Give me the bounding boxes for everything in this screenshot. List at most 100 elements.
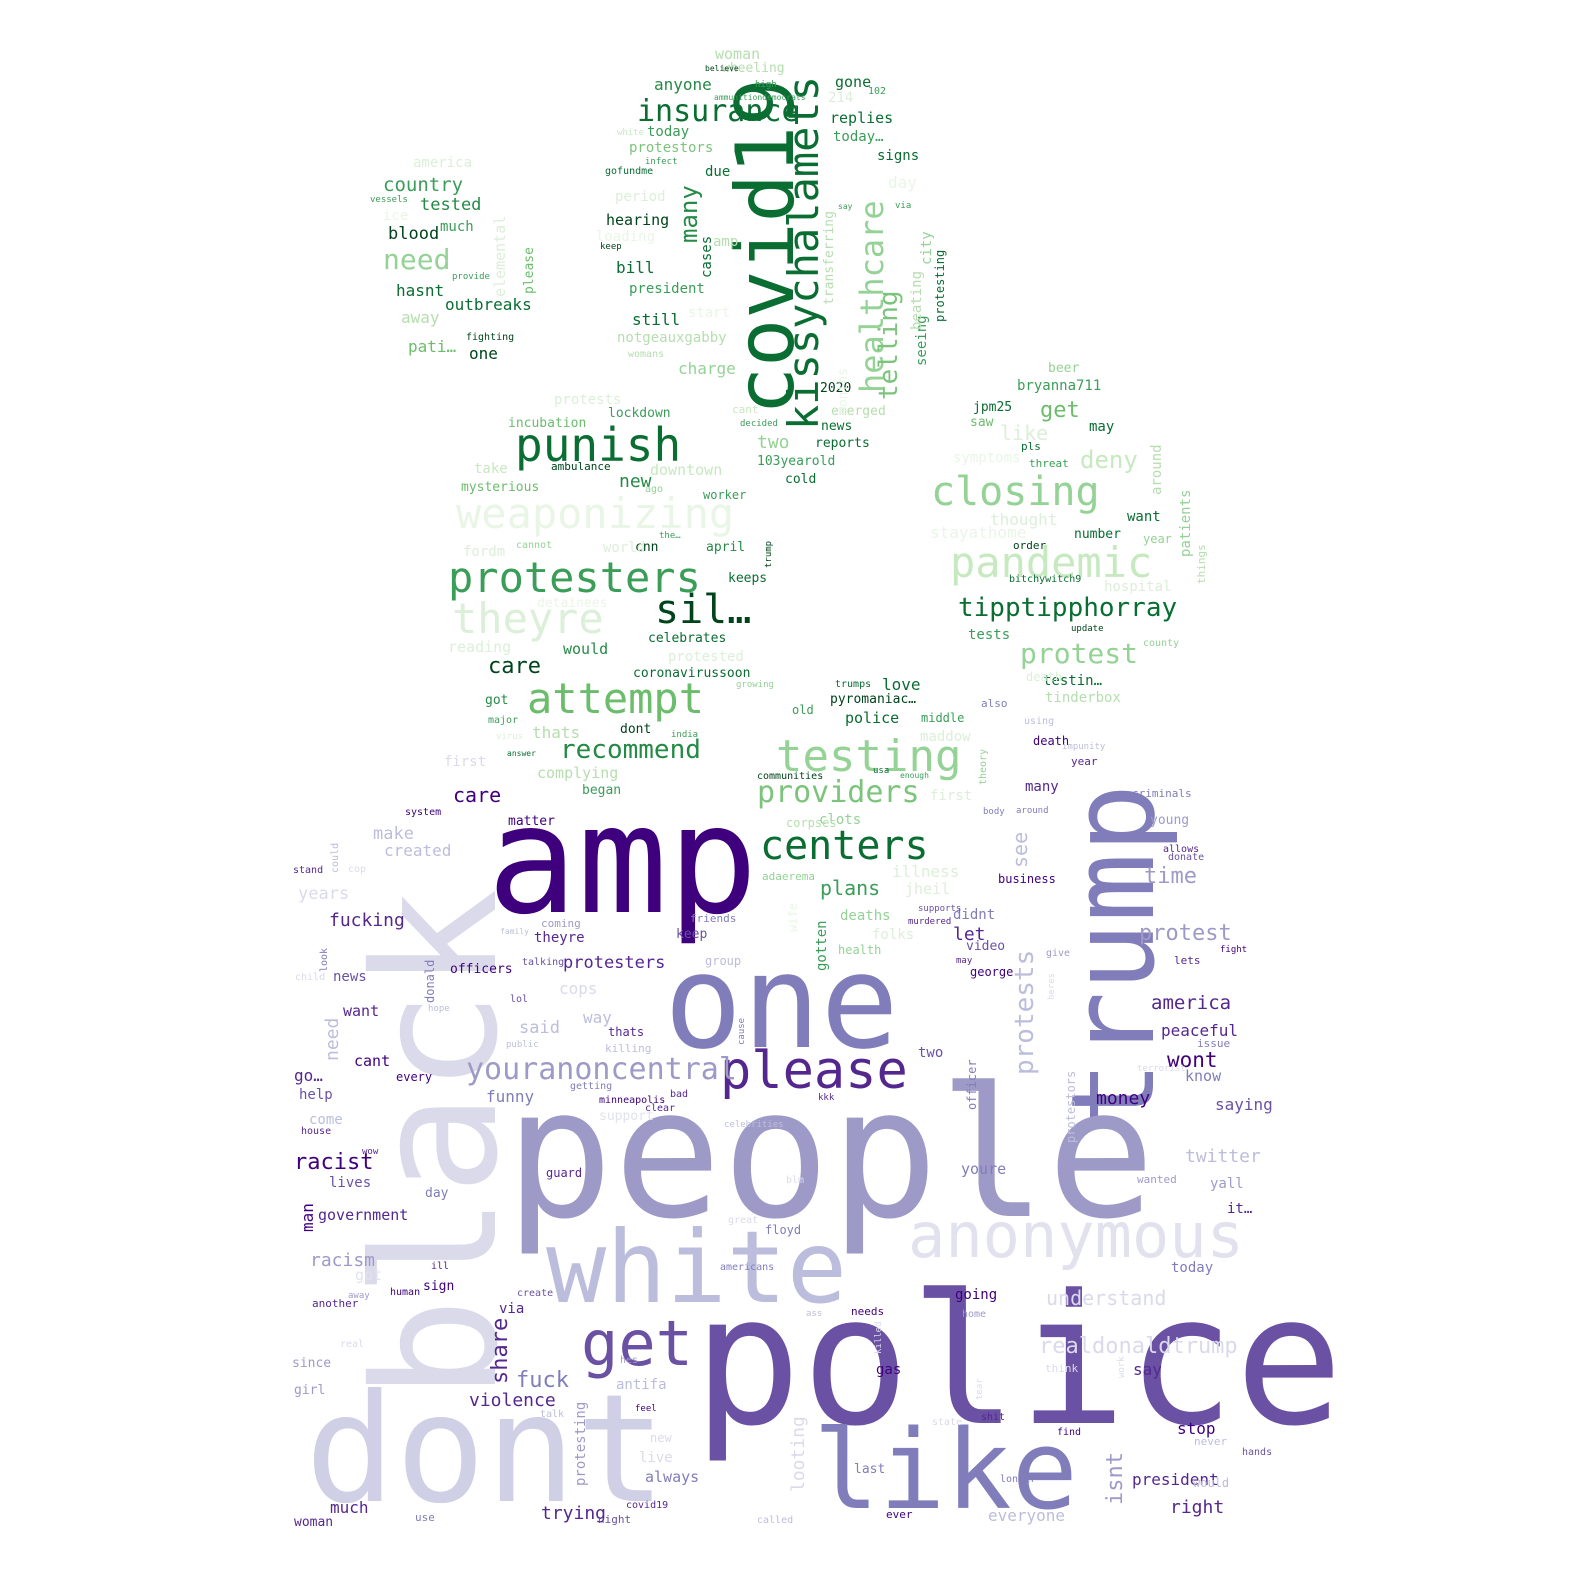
word: first <box>444 754 487 770</box>
word: india <box>671 730 699 740</box>
word: group <box>705 954 742 968</box>
word: floyd <box>765 1223 802 1237</box>
word: thought <box>990 510 1058 529</box>
word: cases <box>699 235 715 278</box>
word: around <box>1149 444 1165 495</box>
word: stop <box>1177 1419 1216 1438</box>
word: hospital <box>1104 579 1172 595</box>
word: pati… <box>408 337 457 356</box>
word: two <box>757 432 790 453</box>
word: downtown <box>650 461 723 479</box>
word: fordm <box>463 544 506 560</box>
word: shit <box>981 1412 1006 1423</box>
word: april <box>706 540 746 555</box>
word: public <box>506 1040 539 1050</box>
word: please <box>522 247 537 294</box>
word: pyromaniac… <box>830 692 917 707</box>
word: middle <box>921 711 965 725</box>
word: wont <box>1167 1048 1218 1072</box>
word: one <box>469 344 498 363</box>
word: lol <box>510 994 529 1005</box>
word: america <box>413 155 473 171</box>
word: see <box>1008 831 1032 868</box>
word: thats <box>608 1025 645 1039</box>
word: protesting <box>933 249 947 322</box>
word: dont <box>305 1363 667 1537</box>
word: world <box>603 540 646 556</box>
word: symptoms <box>953 450 1021 466</box>
word: anonymous <box>908 1199 1244 1272</box>
word: update <box>1071 624 1104 634</box>
word: protesters <box>448 553 701 602</box>
word: body <box>983 807 1005 817</box>
word: began <box>582 783 622 798</box>
word: way <box>583 1008 612 1027</box>
word: communities <box>757 771 824 782</box>
word: year <box>1071 755 1098 768</box>
word: girl <box>294 1383 326 1398</box>
word: threat <box>1029 457 1069 470</box>
word: tests <box>968 627 1011 643</box>
word: ass <box>806 1309 823 1319</box>
word: another <box>312 1297 359 1310</box>
word: say <box>1133 1360 1162 1379</box>
word: worker <box>703 488 747 502</box>
word: wheeling <box>722 61 785 76</box>
word: deaths <box>840 908 891 924</box>
word: deny <box>1080 446 1138 474</box>
word: fuck <box>516 1368 569 1393</box>
word: 103yearold <box>757 454 836 469</box>
word: pandemic <box>950 538 1153 587</box>
word: it… <box>1227 1201 1253 1217</box>
word: city <box>919 231 935 265</box>
word: years <box>298 884 350 904</box>
word: answer <box>507 749 536 758</box>
word: youranoncentral <box>466 1052 737 1087</box>
word: 214 <box>828 90 854 106</box>
word: one <box>664 926 899 1078</box>
word: said <box>519 1018 560 1038</box>
word: hearing <box>606 211 670 229</box>
word: find <box>1057 1427 1082 1438</box>
word: outbreaks <box>445 295 532 314</box>
word: still <box>632 310 681 329</box>
word: officers <box>450 962 513 977</box>
word: tipptipphorray <box>958 593 1178 623</box>
word: twitter <box>1185 1146 1261 1167</box>
word: lockdown <box>608 406 671 421</box>
word: use <box>415 1511 435 1524</box>
word: keep <box>676 927 708 942</box>
word: racism <box>310 1250 376 1271</box>
word: right <box>1170 1497 1225 1518</box>
word: theyre <box>452 594 604 643</box>
word: many <box>675 185 703 243</box>
word: covid19 <box>626 1500 669 1511</box>
word: antifa <box>616 1377 667 1393</box>
word: months <box>836 368 851 415</box>
word: elemental <box>491 215 509 297</box>
word: jpm25 <box>973 400 1013 415</box>
word: peaceful <box>1161 1021 1239 1040</box>
word: complying <box>537 764 619 782</box>
word: celebrates <box>648 631 727 646</box>
word: thats <box>532 723 581 742</box>
word: live <box>639 1450 673 1466</box>
word: america <box>1151 992 1232 1014</box>
word: via <box>895 201 912 211</box>
word: home <box>962 1309 987 1320</box>
word: police <box>845 709 900 727</box>
word: saw <box>970 415 994 430</box>
word: president <box>629 281 705 297</box>
word: sil… <box>655 587 752 633</box>
word: number <box>1074 527 1121 542</box>
word: never <box>1194 1435 1228 1448</box>
word: state <box>932 1417 963 1428</box>
word: mysterious <box>461 480 540 495</box>
word: two <box>918 1045 944 1061</box>
word: wanted <box>1137 1173 1177 1186</box>
word: provide <box>452 272 490 282</box>
word: ambulance <box>551 460 611 473</box>
word: need <box>383 243 451 276</box>
word: protesting <box>573 1401 589 1486</box>
word: talk <box>540 1409 565 1420</box>
